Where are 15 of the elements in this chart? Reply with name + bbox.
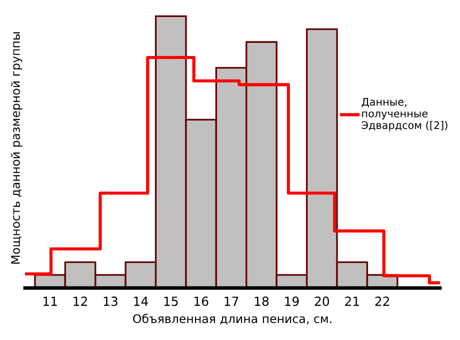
legend-label: Данные, полученные Эдвардсом ([2]) <box>362 98 448 132</box>
x-axis-title: Объявленная длина пениса, см. <box>133 314 332 325</box>
x-tick-label: 14 <box>134 296 148 306</box>
x-tick-label: 18 <box>254 296 269 306</box>
x-tick-label: 13 <box>104 296 118 306</box>
x-tick-label: 22 <box>375 296 390 306</box>
x-tick-label: 21 <box>345 296 359 306</box>
x-tick-label: 12 <box>74 296 87 306</box>
x-tick-label: 15 <box>164 296 178 306</box>
x-tick-label: 17 <box>224 296 238 306</box>
x-tick-label: 20 <box>314 296 330 306</box>
x-tick-label: 16 <box>194 296 208 306</box>
x-tick-label: 11 <box>43 296 57 306</box>
y-axis-title: Мощность данной размерной группы <box>10 32 22 264</box>
x-tick-label: 19 <box>285 296 299 306</box>
